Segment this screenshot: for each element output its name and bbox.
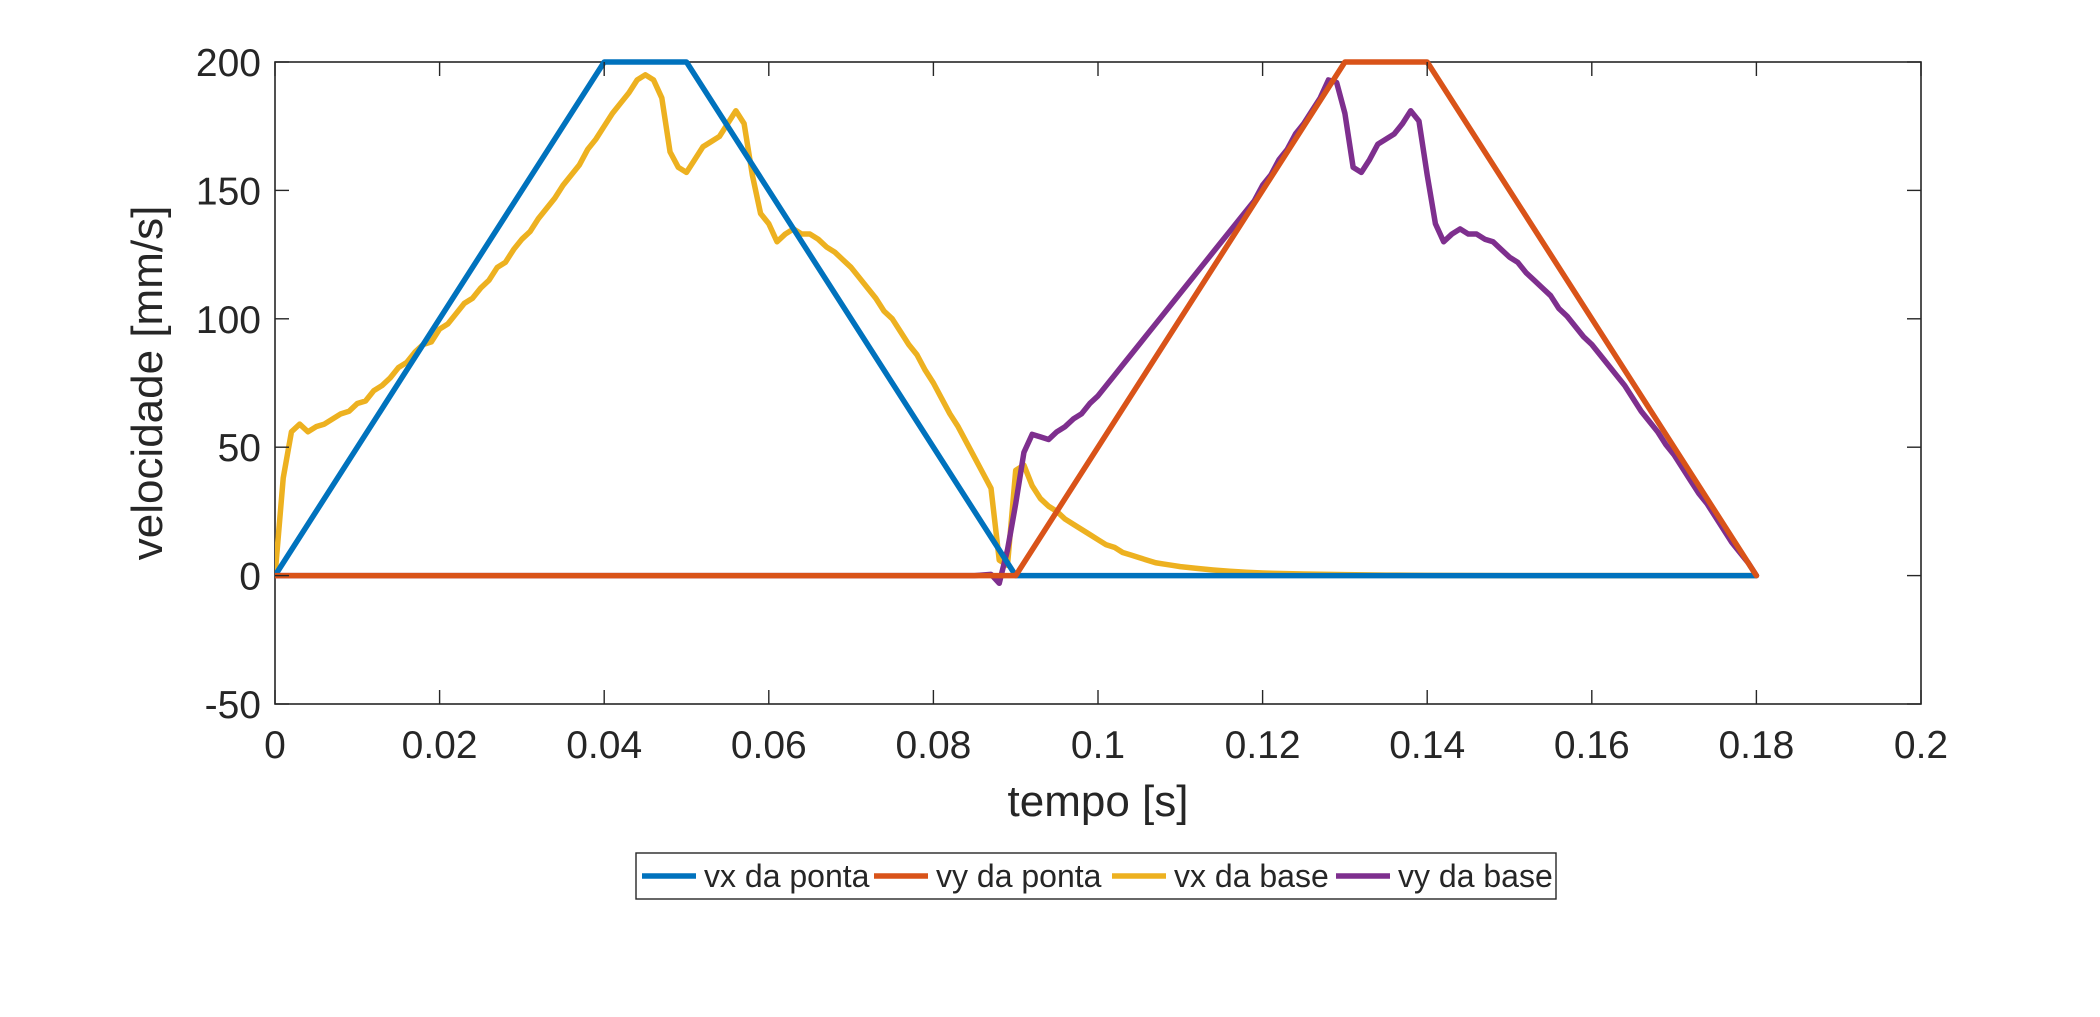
- y-tick-label: 100: [196, 299, 261, 342]
- legend-items: vx da ponta vy da ponta vx da base vy da ba…: [642, 858, 1553, 894]
- y-tick-label: 0: [239, 556, 261, 599]
- x-tick-label: 0: [264, 724, 286, 767]
- y-axis-label: velocidade [mm/s]: [123, 206, 172, 561]
- series-line-vy-da-ponta: [275, 59, 1760, 579]
- x-tick-label: 0.06: [731, 724, 807, 767]
- y-axis-ticks: -50 0 50 100 150 200: [196, 42, 1921, 727]
- axes-box: [274, 61, 1922, 705]
- legend-label: vx da ponta: [704, 858, 870, 894]
- x-axis-ticks: 0 0.02 0.04 0.06 0.08 0.1 0.12 0.14 0.16 0.18 0.2: [264, 62, 1948, 767]
- legend-label: vy da ponta: [936, 858, 1102, 894]
- series-layer: [275, 59, 1760, 587]
- y-tick-label: -50: [205, 684, 261, 727]
- x-tick-label: 0.14: [1389, 724, 1465, 767]
- x-tick-label: 0.12: [1225, 724, 1301, 767]
- x-tick-label: 0.2: [1894, 724, 1948, 767]
- legend: vx da ponta vy da ponta vx da base vy da ba…: [635, 852, 1557, 900]
- y-tick-label: 150: [196, 170, 261, 213]
- x-tick-label: 0.08: [895, 724, 971, 767]
- series-line-vx-da-ponta: [275, 59, 1760, 579]
- x-axis-label: tempo [s]: [1008, 777, 1189, 826]
- legend-label: vy da base: [1398, 858, 1553, 894]
- x-tick-label: 0.18: [1718, 724, 1794, 767]
- legend-label: vx da base: [1174, 858, 1329, 894]
- x-tick-label: 0.02: [402, 724, 478, 767]
- series-line-vx-da-base: [275, 72, 1760, 579]
- y-tick-label: 50: [218, 427, 261, 470]
- legend-box: [635, 852, 1557, 900]
- x-tick-label: 0.16: [1554, 724, 1630, 767]
- y-tick-label: 200: [196, 42, 261, 85]
- plot-area: 0 0.02 0.04 0.06 0.08 0.1 0.12 0.14 0.16 0.18 0.2 …: [196, 42, 1948, 767]
- x-tick-label: 0.04: [566, 724, 642, 767]
- x-tick-label: 0.1: [1071, 724, 1125, 767]
